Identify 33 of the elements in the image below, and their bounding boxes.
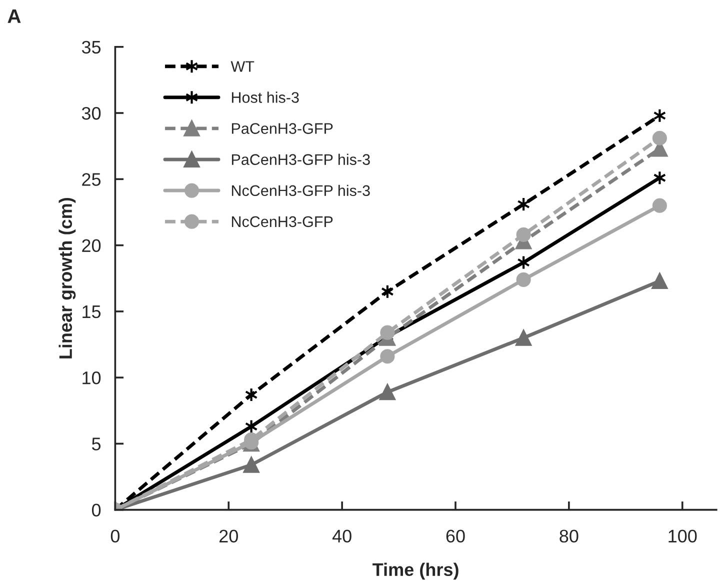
- y-axis-title: Linear growth (cm): [58, 198, 76, 358]
- legend-label: NcCenH3-GFP: [232, 216, 333, 228]
- x-tick-label: 80: [560, 530, 578, 543]
- point: [516, 272, 531, 287]
- x-tick-label: 20: [220, 530, 238, 543]
- y-tick-label: 20: [82, 239, 101, 252]
- y-tick-label: 35: [82, 40, 101, 54]
- y-tick-label: 25: [82, 173, 101, 186]
- legend-label: PaCenH3-GFP: [232, 123, 333, 134]
- legend-label: NcCenH3-GFP his-3: [232, 184, 370, 196]
- point: [243, 456, 260, 473]
- x-tick-label: 60: [446, 530, 465, 543]
- x-axis-title: Time (hrs): [372, 562, 458, 580]
- legend-label: Host his-3: [232, 92, 299, 103]
- text: A: [8, 10, 21, 23]
- point: [652, 130, 667, 146]
- y-tick-label: 30: [82, 106, 101, 120]
- point: [652, 273, 668, 289]
- legend-label: PaCenH3-GFP his-3: [232, 154, 370, 165]
- x-tick-label: 100: [668, 530, 697, 543]
- y-tick-label: 10: [82, 371, 101, 384]
- y-tick-label: 15: [82, 306, 101, 318]
- point: [516, 330, 532, 346]
- y-tick-label: 0: [92, 504, 101, 517]
- x-tick-label: 40: [332, 530, 352, 543]
- point: [380, 325, 395, 340]
- point: [652, 198, 667, 213]
- point: [380, 349, 395, 364]
- point: [379, 384, 396, 400]
- y-tick-label: 5: [92, 438, 101, 450]
- x-tick-label: 0: [110, 530, 120, 543]
- legend-label: WT: [230, 61, 254, 72]
- point: [516, 227, 531, 242]
